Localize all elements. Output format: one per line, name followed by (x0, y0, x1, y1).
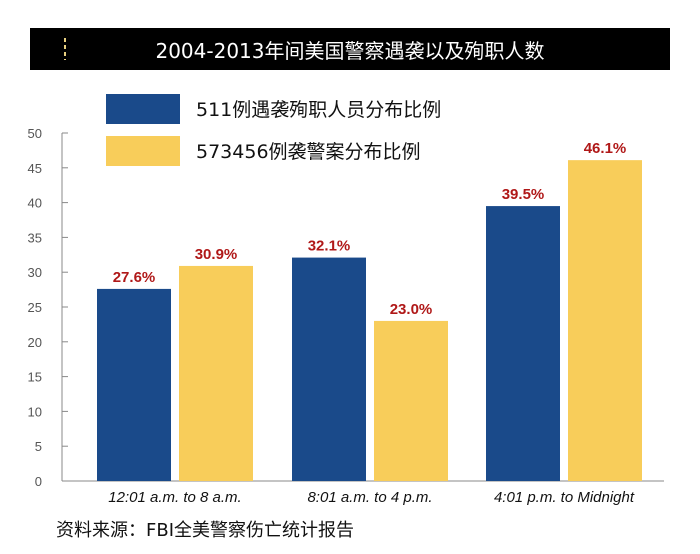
y-tick-label: 20 (28, 335, 42, 350)
x-tick-label: 12:01 a.m. to 8 a.m. (108, 489, 241, 506)
y-tick-label: 50 (28, 126, 42, 141)
bar-series-1-2 (292, 257, 366, 481)
bar-series-1-3 (486, 206, 560, 481)
y-tick-label: 25 (28, 300, 42, 315)
y-tick-label: 15 (28, 370, 42, 385)
data-label: 39.5% (502, 186, 545, 203)
legend-label: 573456例袭警案分布比例 (196, 141, 421, 163)
x-tick-label: 4:01 p.m. to Midnight (494, 489, 635, 506)
data-label: 27.6% (113, 269, 156, 286)
bar-series-2-2 (374, 320, 448, 481)
y-tick-label: 0 (35, 474, 42, 489)
bar-series-2-3 (568, 160, 642, 482)
y-tick-label: 40 (28, 196, 42, 211)
bar-series-2-1 (179, 265, 253, 481)
data-label: 46.1% (584, 140, 627, 157)
source-note: 资料来源：FBI全美警察伤亡统计报告 (56, 520, 355, 541)
y-tick-label: 35 (28, 230, 42, 245)
bar-series-1-1 (97, 288, 171, 481)
chart-title-bar: 2004-2013年间美国警察遇袭以及殉职人数 (30, 28, 670, 70)
x-tick-label: 8:01 a.m. to 4 p.m. (307, 489, 432, 506)
chart-title: 2004-2013年间美国警察遇袭以及殉职人数 (155, 38, 545, 63)
data-label: 32.1% (308, 238, 351, 255)
data-label: 30.9% (195, 246, 238, 263)
y-tick-label: 30 (28, 265, 42, 280)
y-tick-label: 10 (28, 404, 42, 419)
y-tick-label: 45 (28, 161, 42, 176)
title-tick-decoration (64, 38, 66, 60)
y-tick-label: 5 (35, 439, 42, 454)
data-label: 23.0% (390, 301, 433, 318)
legend-swatch (106, 136, 180, 166)
legend-swatch (106, 94, 180, 124)
legend-label: 511例遇袭殉职人员分布比例 (196, 99, 441, 121)
